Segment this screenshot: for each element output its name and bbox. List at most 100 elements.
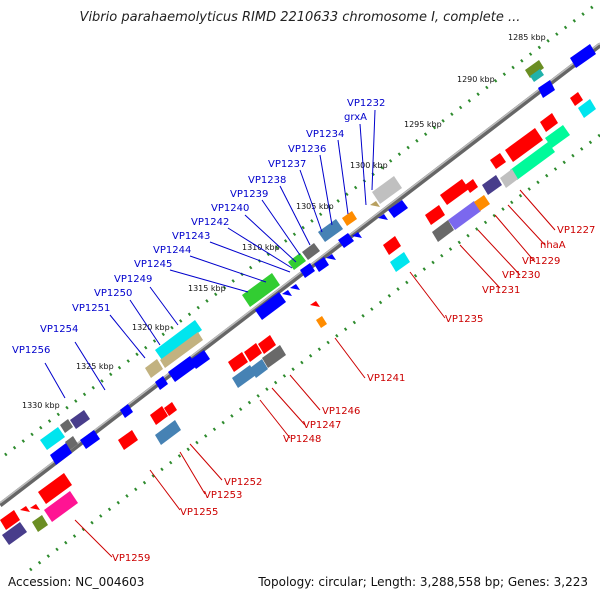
gene-block[interactable] — [425, 205, 445, 225]
gene-block[interactable] — [40, 427, 65, 450]
gene-block[interactable] — [282, 284, 300, 296]
gene-block[interactable] — [448, 201, 481, 230]
map-title: Vibrio parahaemolyticus RIMD 2210633 chr… — [79, 10, 521, 25]
gene-label[interactable]: VP1241 — [367, 373, 405, 384]
gene-label[interactable]: VP1248 — [283, 434, 321, 445]
gene-label[interactable]: VP1232 — [347, 98, 385, 109]
gene-block[interactable] — [232, 359, 268, 388]
gene-block[interactable] — [338, 232, 362, 248]
gene-label[interactable]: VP1229 — [522, 256, 560, 267]
gene-block[interactable] — [160, 332, 203, 368]
gene-label[interactable]: VP1245 — [134, 259, 172, 270]
gene-block[interactable] — [145, 359, 163, 378]
gene-block[interactable] — [50, 443, 72, 465]
gene-block[interactable] — [525, 60, 544, 82]
gene-block[interactable] — [383, 236, 401, 255]
gene-block[interactable] — [65, 436, 78, 450]
gene-label[interactable]: grxA — [344, 112, 367, 123]
gene-label[interactable]: VP1231 — [482, 285, 520, 296]
gene-label[interactable]: VP1256 — [12, 345, 50, 356]
forward-gene-labels: VP1232 grxA VP1234 VP1236 VP1237 VP1238 … — [12, 98, 385, 356]
gene-block[interactable] — [70, 410, 90, 429]
gene-block[interactable] — [505, 128, 543, 162]
gene-label[interactable]: VP1234 — [306, 129, 344, 140]
gene-label[interactable]: VP1250 — [94, 288, 132, 299]
gene-label[interactable]: VP1253 — [204, 490, 242, 501]
gene-label[interactable]: VP1249 — [114, 274, 152, 285]
gene-block[interactable] — [288, 253, 306, 270]
gene-block[interactable] — [118, 430, 138, 450]
gene-label[interactable]: VP1237 — [268, 159, 306, 170]
gene-label[interactable]: VP1244 — [153, 245, 191, 256]
tick-labels: 1285 kbp 1290 kbp 1295 kbp 1300 kbp 1305… — [22, 33, 546, 410]
gene-label[interactable]: VP1240 — [211, 203, 249, 214]
gene-block[interactable] — [228, 335, 276, 372]
gene-label[interactable]: VP1242 — [191, 217, 229, 228]
gene-block[interactable] — [538, 80, 555, 98]
gene-block[interactable] — [262, 345, 286, 368]
gene-label[interactable]: VP1254 — [40, 324, 78, 335]
gene-block[interactable] — [545, 125, 570, 148]
gene-block[interactable] — [44, 491, 78, 522]
gene-label[interactable]: VP1246 — [322, 406, 360, 417]
gene-block[interactable] — [155, 420, 181, 445]
gene-block[interactable] — [440, 179, 478, 205]
inner-tick-track — [29, 133, 600, 572]
reverse-label-leaders — [74, 189, 556, 558]
gene-block[interactable] — [310, 301, 320, 307]
gene-block[interactable] — [482, 175, 502, 195]
gene-label[interactable]: VP1251 — [72, 303, 110, 314]
gene-label[interactable]: VP1227 — [557, 225, 595, 236]
gene-block[interactable] — [20, 504, 40, 512]
gene-label[interactable]: VP1239 — [230, 189, 268, 200]
gene-block[interactable] — [570, 44, 596, 68]
gene-label[interactable]: nhaA — [540, 240, 566, 251]
gene-label[interactable]: VP1247 — [303, 420, 341, 431]
gene-block[interactable] — [510, 142, 555, 180]
tick-label: 1300 kbp — [350, 161, 388, 170]
tick-label: 1295 kbp — [404, 120, 442, 129]
gene-label[interactable]: VP1259 — [112, 553, 150, 564]
forward-label-leaders — [44, 109, 376, 399]
gene-block[interactable] — [342, 211, 357, 226]
gene-block[interactable] — [378, 214, 388, 220]
gene-block[interactable] — [242, 273, 280, 307]
gene-label[interactable]: VP1230 — [502, 270, 540, 281]
gene-label[interactable]: VP1238 — [248, 175, 286, 186]
gene-block[interactable] — [490, 153, 506, 169]
outer-tick-track — [4, 3, 596, 457]
gene-block[interactable] — [32, 515, 48, 532]
gene-block[interactable] — [390, 252, 410, 272]
gene-block[interactable] — [155, 376, 168, 390]
gene-block[interactable] — [372, 176, 402, 204]
gene-block[interactable] — [2, 522, 27, 545]
gene-block[interactable] — [38, 473, 72, 504]
tick-label: 1285 kbp — [508, 33, 546, 42]
gene-block[interactable] — [370, 201, 380, 207]
gene-block[interactable] — [155, 320, 202, 360]
gene-block[interactable] — [570, 92, 596, 118]
gene-block[interactable] — [318, 219, 343, 242]
gene-block[interactable] — [500, 169, 518, 188]
gene-label[interactable]: VP1236 — [288, 144, 326, 155]
gene-block[interactable] — [388, 200, 408, 218]
chromosome-backbone — [0, 42, 600, 507]
gene-block[interactable] — [316, 316, 327, 328]
gene-block[interactable] — [80, 430, 100, 449]
gene-block[interactable] — [150, 402, 177, 425]
genome-summary: Topology: circular; Length: 3,288,558 bp… — [258, 575, 588, 589]
gene-block[interactable] — [302, 243, 320, 260]
gene-block[interactable] — [120, 404, 133, 418]
gene-block[interactable] — [300, 254, 336, 278]
gene-label[interactable]: VP1252 — [224, 477, 262, 488]
gene-block[interactable] — [0, 510, 20, 530]
gene-label[interactable]: VP1255 — [180, 507, 218, 518]
gene-block[interactable] — [474, 195, 490, 211]
gene-block[interactable] — [60, 419, 73, 433]
gene-label[interactable]: VP1243 — [172, 231, 210, 242]
gene-label[interactable]: VP1235 — [445, 314, 483, 325]
gene-block[interactable] — [432, 220, 454, 242]
gene-block[interactable] — [255, 292, 286, 320]
gene-block[interactable] — [168, 350, 210, 382]
gene-block[interactable] — [540, 113, 558, 132]
